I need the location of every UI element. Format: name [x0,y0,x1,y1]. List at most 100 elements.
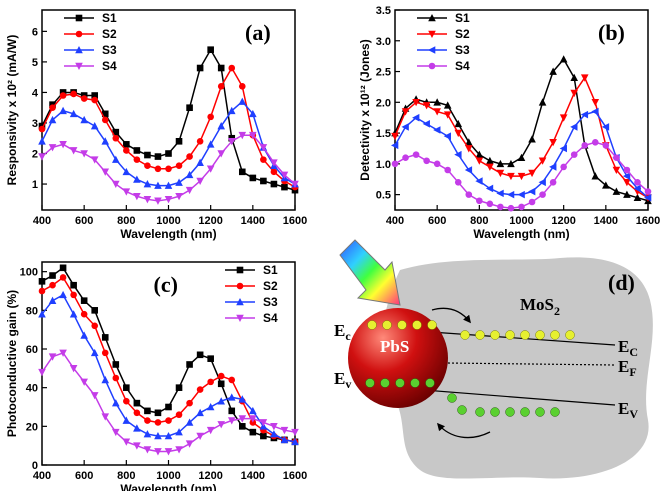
marker [496,169,505,178]
marker [633,193,642,201]
marker [69,310,78,318]
marker [91,322,99,330]
label-main: E [618,357,629,376]
marker [101,349,109,357]
legend-marker [428,30,436,38]
legend-marker [75,62,83,70]
marker [422,120,430,128]
x-tick-label: 1600 [283,215,307,227]
marker [228,407,236,415]
marker [423,157,430,165]
legend-marker [428,14,436,22]
x-tick-label: 400 [386,215,404,227]
marker [133,156,141,163]
marker [602,142,610,149]
label-sub: v [345,377,351,391]
marker [443,101,452,109]
marker [164,196,173,204]
marker [69,365,78,373]
marker [217,83,225,90]
chart: 400 600 800 1000 1200 1400 1600 1 2 3 4 5 6 Wavelengt… [5,9,307,241]
legend-marker [236,298,244,306]
marker [111,155,120,163]
marker [591,139,599,146]
marker [291,180,299,189]
marker [144,407,151,415]
legend-label: S3 [102,43,117,57]
electrons [367,320,575,340]
marker [175,137,183,145]
diagram: (d) MoS2 PbS Ec Ev EC EF EV [334,239,653,479]
legend-label: S2 [102,27,117,41]
marker [206,403,215,411]
marker [444,166,452,174]
marker [228,64,236,72]
marker [217,122,226,130]
marker [133,192,141,201]
y-tick-label: 2.0 [376,97,391,109]
marker [154,409,162,417]
marker [112,361,120,368]
label-main: MoS [520,295,554,314]
marker [401,123,409,131]
marker [111,399,120,407]
marker [122,438,131,446]
label-sub: V [629,407,638,421]
x-tick-label: 800 [117,470,135,482]
x-axis-label: Wavelength (nm) [120,482,216,491]
label-sub: F [629,365,636,379]
marker [497,203,504,211]
panel-label: (c) [154,272,178,297]
marker [486,200,494,208]
marker [90,156,99,164]
marker [49,272,56,279]
marker [549,163,557,171]
y-tick-label: 0 [32,460,38,472]
marker [280,171,289,179]
pbs-ec: Ec [334,321,351,343]
marker [412,151,420,158]
marker [528,135,536,143]
marker [433,108,441,116]
marker [281,183,288,191]
marker [143,180,152,188]
legend-marker [75,30,83,38]
marker [112,374,120,382]
marker [464,145,473,153]
marker [496,189,504,198]
marker [591,99,600,107]
marker [144,417,151,424]
marker [144,162,151,170]
marker [633,184,641,193]
marker [175,162,183,170]
marker [196,408,204,417]
marker [70,291,77,299]
marker [391,132,399,141]
x-tick-label: 600 [75,215,93,227]
marker [175,446,183,454]
light-arrow [339,239,401,306]
marker [165,403,172,411]
marker [260,177,267,185]
marker [38,310,46,318]
marker [175,192,183,201]
marker [227,137,236,146]
marker [227,106,236,115]
marker [249,428,257,436]
marker [454,179,462,186]
marker [38,153,46,161]
marker [69,109,78,118]
x-tick-label: 600 [428,215,446,227]
y-tick-label: 2.5 [376,67,391,79]
marker [186,399,193,407]
chart: 400 600 800 1000 1200 1400 1600 0 20 40 60 80 100 Wav… [5,261,307,491]
label-sub: 2 [554,304,560,318]
x-tick-label: 600 [75,470,93,482]
marker [154,448,162,456]
y-tick-label: 1.5 [376,128,391,140]
legend-marker [236,282,244,290]
marker [602,181,610,189]
marker [49,104,56,112]
marker [186,153,193,160]
marker [634,179,641,186]
